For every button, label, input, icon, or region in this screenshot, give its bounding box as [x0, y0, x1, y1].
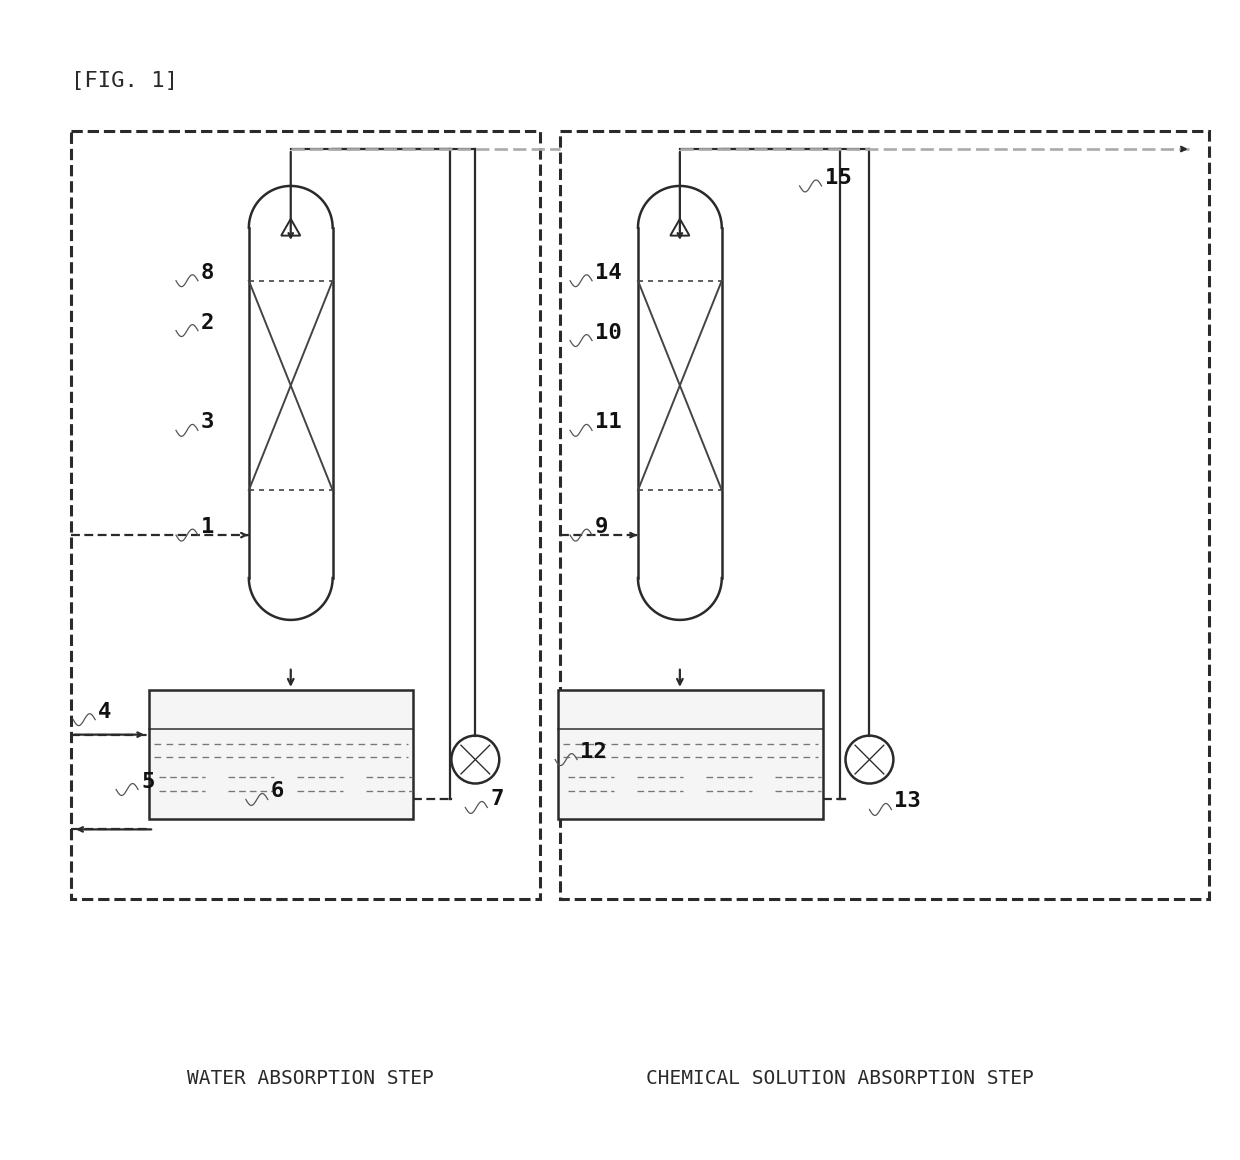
- Text: 14: 14: [595, 262, 621, 283]
- Text: 7: 7: [490, 790, 503, 810]
- Text: 11: 11: [595, 412, 621, 433]
- Text: 4: 4: [98, 702, 112, 722]
- Bar: [71, 131, 541, 899]
- Text: 9: 9: [595, 517, 609, 537]
- Text: 6: 6: [270, 782, 284, 802]
- Text: 15: 15: [825, 168, 852, 188]
- Text: 1: 1: [201, 517, 215, 537]
- Text: 13: 13: [894, 791, 921, 812]
- Bar: [560, 131, 1209, 899]
- Text: 8: 8: [201, 262, 215, 283]
- Text: 5: 5: [141, 771, 155, 791]
- Text: 2: 2: [201, 312, 215, 333]
- Text: 3: 3: [201, 412, 215, 433]
- Text: CHEMICAL SOLUTION ABSORPTION STEP: CHEMICAL SOLUTION ABSORPTION STEP: [646, 1070, 1033, 1088]
- Bar: [558, 690, 822, 819]
- Text: 10: 10: [595, 322, 621, 342]
- Bar: [149, 690, 413, 819]
- Text: [FIG. 1]: [FIG. 1]: [71, 71, 179, 92]
- Text: 12: 12: [580, 741, 606, 762]
- Text: WATER ABSORPTION STEP: WATER ABSORPTION STEP: [187, 1070, 434, 1088]
